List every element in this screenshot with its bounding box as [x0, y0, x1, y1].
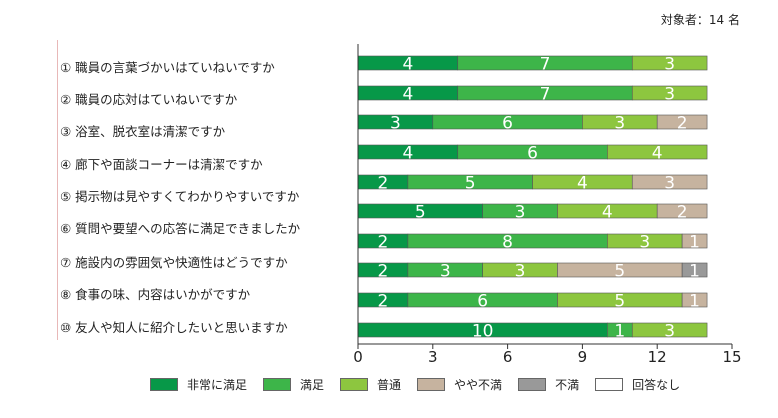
x-tick-label: 0 [353, 348, 363, 366]
bar-segment [681, 233, 708, 249]
legend-item: 普通 [340, 376, 401, 393]
legend-item: やや不満 [417, 376, 502, 393]
question-label: ③ 浴室、脱衣室は清潔ですか [60, 124, 226, 139]
bar-segment [681, 292, 708, 308]
legend-swatch [263, 378, 292, 391]
bar-value-label: 1 [614, 322, 625, 342]
legend-label: 非常に満足 [187, 378, 248, 392]
bar-value-label: 8 [502, 233, 513, 253]
bar-value-label: 3 [664, 322, 675, 342]
legend-item: 非常に満足 [150, 376, 247, 393]
x-tick-label: 12 [648, 348, 667, 366]
bar-segment [656, 114, 708, 130]
bar-segment [656, 203, 708, 219]
legend-swatch [340, 378, 369, 391]
bar-value-label: 6 [527, 144, 538, 164]
legend-label: 満足 [300, 378, 325, 392]
legend-item: 回答なし [595, 376, 680, 393]
question-label: ④ 廊下や面談コーナーは清潔ですか [60, 157, 263, 172]
bar-value-label: 4 [402, 85, 413, 105]
bar-value-label: 3 [639, 233, 650, 253]
question-labels: ① 職員の言葉づかいはていねいですか ② 職員の応対はていねいですか ③ 浴室、脱衣… [60, 0, 350, 418]
bar-value-label: 5 [614, 262, 625, 282]
bar-value-label: 1 [689, 262, 700, 282]
bar-segment [631, 174, 708, 190]
bar-value-label: 2 [378, 233, 389, 253]
bar-value-label: 10 [472, 322, 494, 342]
question-label: ⑩ 友人や知人に紹介したいと思いますか [60, 320, 288, 335]
question-label: ② 職員の応対はていねいですか [60, 92, 238, 107]
legend-label: やや不満 [454, 378, 503, 392]
bar-value-label: 4 [602, 203, 613, 223]
bar-segment [681, 262, 708, 278]
bar-value-label: 2 [378, 262, 389, 282]
legend: 非常に満足 満足 普通 やや不満 不満 回答なし [150, 376, 696, 393]
question-label: ⑧ 食事の味、内容はいかがですか [60, 287, 251, 302]
left-guide-line [57, 40, 58, 340]
bar-value-label: 7 [540, 55, 551, 75]
legend-swatch [595, 378, 624, 391]
legend-swatch [518, 378, 547, 391]
bar-segment [631, 55, 708, 71]
x-tick-label: 6 [503, 348, 513, 366]
bar-value-label: 3 [664, 55, 675, 75]
bar-value-label: 5 [465, 174, 476, 194]
legend-item: 不満 [518, 376, 579, 393]
bar-value-label: 6 [502, 114, 513, 134]
bar-value-label: 2 [677, 114, 688, 134]
bar-value-label: 7 [540, 85, 551, 105]
x-tick-label: 3 [428, 348, 438, 366]
legend-swatch [150, 378, 178, 391]
bar-value-label: 1 [689, 292, 700, 312]
question-label: ⑦ 施設内の雰囲気や快適性はどうですか [60, 255, 288, 270]
bar-value-label: 3 [664, 85, 675, 105]
legend-swatch [417, 378, 446, 391]
legend-item: 満足 [263, 376, 324, 393]
bar-value-label: 1 [689, 233, 700, 253]
bar-value-label: 4 [402, 55, 413, 75]
question-label: ⑤ 掲示物は見やすくてわかりやすいですか [60, 189, 300, 204]
bar-value-label: 5 [415, 203, 426, 223]
legend-label: 不満 [555, 378, 580, 392]
bar-value-label: 3 [515, 262, 526, 282]
legend-label: 普通 [377, 378, 402, 392]
bar-value-label: 2 [378, 174, 389, 194]
x-tick-label: 15 [722, 348, 741, 366]
bar-value-label: 4 [577, 174, 588, 194]
bar-value-label: 3 [440, 262, 451, 282]
bar-segment [607, 144, 708, 160]
bar-value-label: 3 [614, 114, 625, 134]
chart-header: 対象者：14 名 [660, 13, 740, 27]
bar-value-label: 2 [677, 203, 688, 223]
bar-value-label: 2 [378, 292, 389, 312]
bar-segment [631, 322, 708, 338]
bar-segment [631, 85, 708, 101]
bar-value-label: 5 [614, 292, 625, 312]
bar-value-label: 6 [477, 292, 488, 312]
question-label: ① 職員の言葉づかいはていねいですか [60, 60, 275, 75]
legend-label: 回答なし [632, 378, 681, 392]
bar-value-label: 4 [652, 144, 663, 164]
bar-value-label: 3 [390, 114, 401, 134]
bar-value-label: 3 [515, 203, 526, 223]
x-tick-label: 9 [578, 348, 588, 366]
bar-value-label: 3 [664, 174, 675, 194]
question-label: ⑥ 質問や要望への応答に満足できましたか [60, 221, 301, 236]
bar-value-label: 4 [402, 144, 413, 164]
